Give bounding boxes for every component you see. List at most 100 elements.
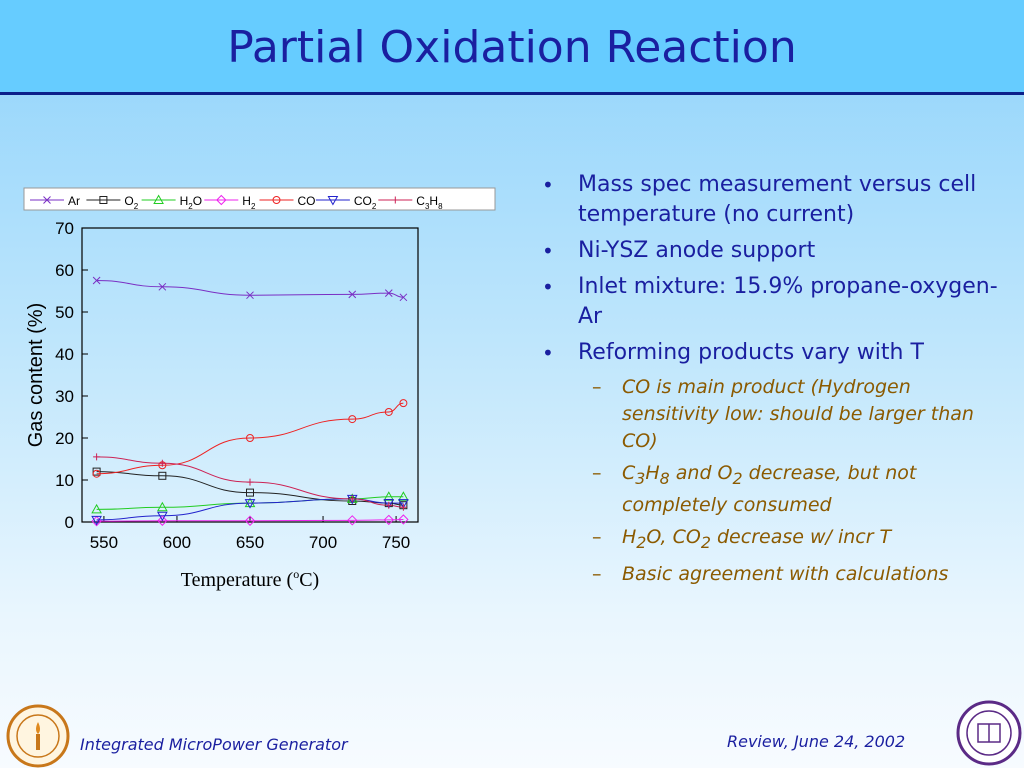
legend-label-o2: O2: [124, 194, 138, 211]
y-tick-label: 40: [55, 345, 74, 364]
legend-marker-c3h8: [391, 196, 399, 204]
y-tick-label: 60: [55, 261, 74, 280]
data-point-h2: [383, 514, 394, 526]
y-tick-label: 50: [55, 303, 74, 322]
x-axis-label-main: Temperature (: [181, 569, 294, 591]
y-tick-label: 0: [65, 513, 74, 532]
bullet-dot: •: [542, 173, 554, 197]
y-tick-label: 70: [55, 219, 74, 238]
bullet-text: Inlet mixture: 15.9% propane-oxygen-Ar: [578, 274, 998, 329]
legend-marker-ar: [43, 196, 51, 204]
sub-bullet-dash: –: [592, 562, 602, 585]
data-point-ar: [348, 290, 357, 299]
plot-frame: [81, 227, 419, 523]
sub-bullet-3: – H2O, CO2 decrease w/ incr T: [592, 525, 892, 552]
x-tick-label: 700: [309, 533, 337, 552]
northwestern-seal-logo: [956, 700, 1022, 766]
data-point-h2: [157, 515, 168, 526]
data-point-co: [399, 399, 408, 408]
data-point-co: [384, 407, 393, 416]
x-tick-label: 750: [382, 533, 410, 552]
y-tick-label: 30: [55, 387, 74, 406]
legend-label-c3h8: C3H8: [416, 194, 443, 211]
data-point-co2: [398, 499, 409, 509]
legend-label-h2o: H2O: [180, 194, 202, 211]
data-point-h2: [398, 514, 409, 525]
data-point-co: [246, 434, 254, 442]
sub-bullet-dash: –: [592, 376, 602, 398]
data-point-ar: [246, 291, 254, 300]
data-point-c3h8: [93, 453, 101, 461]
sub-bullet-text: Basic agreement with calculations: [622, 562, 949, 585]
data-point-h2o: [156, 501, 168, 512]
x-axis-label-degree: o: [293, 567, 299, 581]
legend-marker-co2: [327, 196, 339, 206]
bullet-text: Reforming products vary with T: [578, 340, 924, 365]
data-point-co: [348, 415, 357, 424]
legend-marker-co: [272, 196, 281, 204]
data-point-c3h8: [399, 503, 407, 511]
footer-left: Integrated MicroPower Generator: [80, 735, 348, 754]
axes: 0 10 20 30 40 50 60 70 550 600 650 700 750: [55, 219, 410, 552]
data-point-h2o: [383, 491, 395, 501]
title-bar: Partial Oxidation Reaction: [0, 0, 1024, 95]
x-tick-label: 600: [163, 533, 191, 552]
bullet-3: • Inlet mixture: 15.9% propane-oxygen-Ar: [540, 272, 1000, 332]
sub-bullet-dash: –: [592, 525, 602, 548]
footer-right: Review, June 24, 2002: [727, 732, 906, 751]
series-line-o2: [96, 471, 404, 506]
data-point-co: [92, 469, 101, 478]
series-markers: [91, 276, 409, 527]
data-point-c3h8: [158, 459, 166, 467]
bullet-1: • Mass spec measurement versus cell tempe…: [540, 170, 1000, 230]
data-point-o2: [158, 471, 167, 480]
x-tick-label: 550: [90, 533, 118, 552]
bullet-text: Mass spec measurement versus cell temper…: [578, 172, 977, 227]
y-axis-label: Gas content (%): [25, 303, 47, 448]
data-point-ar: [92, 276, 101, 285]
bullet-dot: •: [542, 341, 554, 365]
data-point-h2: [244, 515, 256, 526]
bullet-text: Ni-YSZ anode support: [578, 238, 816, 263]
sub-bullet-1: – CO is main product (Hydrogen sensitivit…: [540, 374, 1000, 455]
data-point-c3h8: [385, 501, 393, 509]
legend-marker-h2: [216, 194, 227, 206]
data-point-h2: [347, 515, 358, 526]
legend-label-co2: CO2: [354, 194, 377, 211]
sub-bullet-dash: –: [592, 462, 602, 484]
series-line-h2: [96, 518, 404, 522]
page-title: Partial Oxidation Reaction: [227, 22, 797, 73]
data-point-c3h8: [246, 478, 254, 486]
data-point-co2: [383, 499, 395, 509]
legend-label-h2: H2: [242, 194, 256, 211]
bullet-dot: •: [542, 275, 554, 299]
series-line-co: [96, 402, 404, 475]
x-axis-label: Temperature (oC): [181, 567, 319, 591]
data-point-co2: [91, 515, 102, 526]
data-point-h2o: [398, 491, 409, 501]
legend-marker-h2o: [153, 194, 164, 204]
bullet-list: • Mass spec measurement versus cell tempe…: [540, 170, 1000, 593]
caltech-seal-logo: [6, 704, 70, 768]
x-axis-label-unit: C): [299, 569, 319, 591]
bullet-dot: •: [542, 239, 554, 263]
data-point-o2: [246, 488, 254, 497]
bullet-4: • Reforming products vary with T: [540, 338, 1000, 368]
legend: Ar O2 H2O H2 CO CO2 C3H8: [30, 194, 443, 211]
chart: Ar O2 H2O H2 CO CO2 C3H8 0 10 20 30 40 50 60 70 550 600…: [23, 187, 496, 591]
data-point-co2: [156, 511, 168, 522]
data-point-co2: [244, 499, 256, 509]
sub-bullet-4: – Basic agreement with calculations: [540, 561, 1000, 588]
y-tick-label: 20: [55, 429, 74, 448]
x-tick-label: 650: [236, 533, 264, 552]
sub-bullet-2: – C3H8 and O2 decrease, but not completel…: [592, 462, 917, 516]
legend-label-ar: Ar: [68, 194, 80, 208]
data-point-ar: [384, 289, 393, 297]
legend-marker-o2: [99, 196, 108, 204]
data-point-ar: [399, 293, 408, 302]
legend-label-co: CO: [298, 194, 316, 208]
data-point-ar: [158, 282, 167, 291]
legend-box: [23, 187, 496, 211]
bullet-2: • Ni-YSZ anode support: [540, 236, 1000, 266]
data-point-c3h8: [348, 495, 356, 503]
